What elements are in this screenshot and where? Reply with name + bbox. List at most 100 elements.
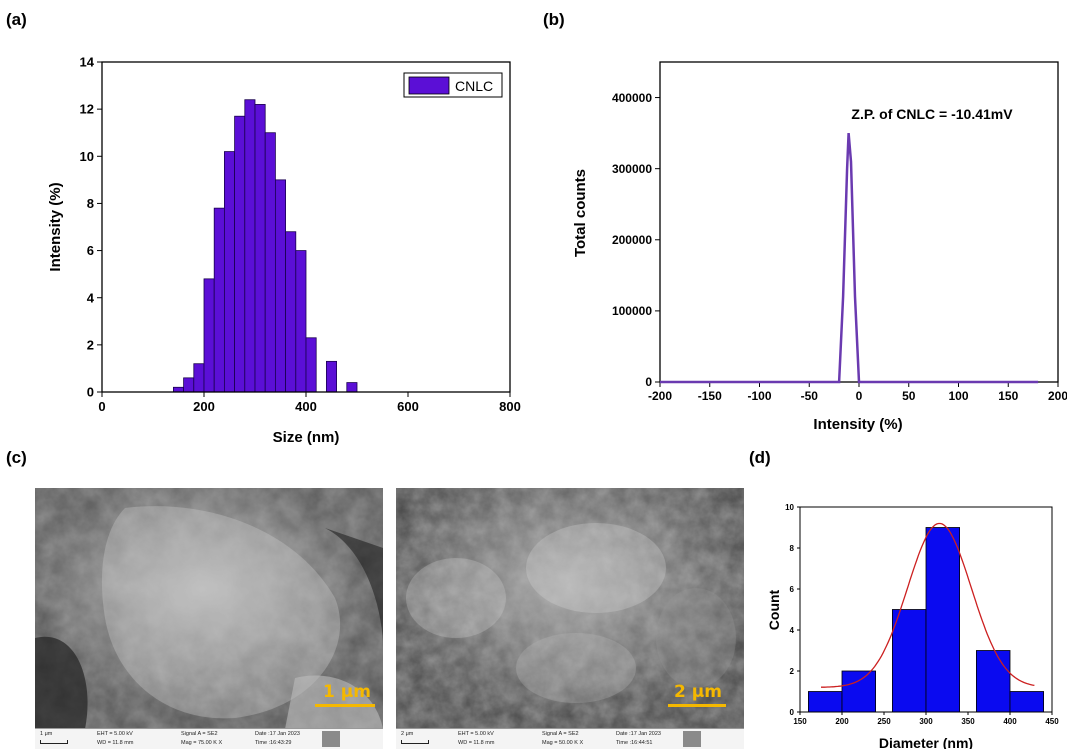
x-tick-label: 200	[193, 399, 215, 414]
scale-bar	[668, 704, 726, 707]
y-tick-label: 8	[87, 196, 94, 211]
x-tick-label: 0	[98, 399, 105, 414]
y-axis-ticks: 0 2 4 6 8 10	[785, 503, 800, 717]
panel-label-b: (b)	[543, 10, 565, 29]
size-bar	[295, 250, 307, 393]
y-tick-label: 0	[645, 375, 652, 389]
footer-mag: Mag = 75.00 K X	[181, 740, 223, 746]
y-axis-ticks: 0 100000 200000 300000 400000	[612, 91, 660, 389]
legend-label: CNLC	[455, 78, 493, 94]
sem-image-2: 2 μm 2 μm EHT = 5.00 kV WD = 11.8 mm Sig…	[396, 488, 744, 749]
scale-bar-label: 2 μm	[674, 682, 722, 702]
y-tick-label: 6	[87, 243, 94, 258]
diameter-bar	[808, 691, 843, 713]
x-tick-label: -200	[648, 389, 672, 403]
size-bar	[254, 104, 266, 393]
size-bar	[213, 207, 225, 393]
y-tick-label: 0	[790, 708, 795, 717]
footer-scale-bar	[401, 740, 429, 744]
y-axis-ticks: 0 2 4 6 8 10 12 14	[80, 55, 102, 400]
diameter-bar	[975, 650, 1011, 713]
y-tick-label: 200000	[612, 233, 652, 247]
y-tick-label: 8	[790, 544, 795, 553]
size-bar	[244, 99, 256, 393]
sem-info-bar: 2 μm EHT = 5.00 kV WD = 11.8 mm Signal A…	[396, 728, 744, 749]
y-axis-label: Total counts	[572, 169, 589, 257]
x-axis-label: Diameter (nm)	[879, 735, 973, 749]
x-tick-label: 300	[919, 717, 933, 726]
footer-eht: EHT = 5.00 kV	[458, 731, 494, 737]
sem-image-1: 1 μm 1 μm EHT = 5.00 kV WD = 11.8 mm Sig…	[35, 488, 383, 749]
x-axis-ticks: 150 200 250 300 350 400 450	[793, 712, 1059, 726]
x-tick-label: 350	[961, 717, 975, 726]
y-tick-label: 400000	[612, 91, 652, 105]
sem-micrograph-texture	[35, 488, 383, 729]
x-axis-label: Size (nm)	[273, 429, 340, 446]
x-tick-label: 200	[835, 717, 849, 726]
footer-time: Time :16:43:29	[255, 740, 292, 746]
x-tick-label: 0	[856, 389, 863, 403]
x-tick-label: -50	[801, 389, 819, 403]
panel-label-c: (c)	[6, 448, 27, 467]
y-tick-label: 2	[790, 667, 795, 676]
size-bar	[223, 151, 235, 393]
footer-mag: Mag = 50.00 K X	[542, 740, 584, 746]
x-tick-label: 100	[948, 389, 968, 403]
x-tick-label: 250	[877, 717, 891, 726]
size-bar	[183, 377, 195, 393]
size-bars	[172, 99, 358, 393]
x-tick-label: -150	[698, 389, 722, 403]
size-bar	[193, 363, 205, 393]
footer-eht: EHT = 5.00 kV	[97, 731, 133, 737]
size-bar	[264, 132, 276, 393]
scale-bar-label: 1 μm	[323, 682, 371, 702]
legend-swatch	[408, 76, 450, 95]
sem-info-bar: 1 μm EHT = 5.00 kV WD = 11.8 mm Signal A…	[35, 728, 383, 749]
y-axis-label: Intensity (%)	[47, 182, 64, 271]
x-tick-label: 150	[998, 389, 1018, 403]
size-bar	[203, 278, 215, 393]
footer-date: Date :17 Jan 2023	[616, 731, 661, 737]
panel-label-d: (d)	[749, 448, 771, 467]
y-tick-label: 4	[790, 626, 795, 635]
footer-signal: Signal A = SE2	[542, 731, 579, 737]
y-tick-label: 4	[87, 290, 95, 305]
y-axis-label: Count	[766, 589, 782, 630]
zeta-series-line	[660, 132, 1039, 384]
footer-time: Time :16:44:51	[616, 740, 653, 746]
x-tick-label: 200	[1048, 389, 1067, 403]
footer-wd: WD = 11.8 mm	[97, 740, 134, 746]
y-tick-label: 10	[785, 503, 794, 512]
size-bar	[346, 382, 358, 393]
zeta-annotation: Z.P. of CNLC = -10.41mV	[851, 106, 1013, 122]
size-bar	[285, 231, 297, 393]
panel-label-a: (a)	[6, 10, 27, 29]
scale-bar	[315, 704, 375, 707]
x-tick-label: 800	[499, 399, 521, 414]
diameter-bar	[841, 670, 876, 713]
x-tick-label: 150	[793, 717, 807, 726]
zeta-potential-chart: -200 -150 -100 -50 0 50 100 150 200 0 100000 20000…	[572, 61, 1067, 433]
diameter-histogram-chart: 150 200 250 300 350 400 450 0 2 4 6 8 10 Diameter (…	[766, 503, 1059, 749]
footer-wd: WD = 11.8 mm	[458, 740, 495, 746]
diameter-bars	[808, 527, 1044, 713]
size-bar	[234, 115, 246, 393]
x-axis-ticks: 0 200 400 600 800	[98, 392, 521, 414]
diameter-bar	[1009, 691, 1044, 713]
size-distribution-chart: 0 200 400 600 800 0 2 4 6 8 10 12 14 Size (nm) Inte…	[47, 55, 521, 446]
size-bar	[305, 337, 317, 393]
x-axis-label: Intensity (%)	[813, 416, 902, 433]
y-tick-label: 10	[80, 149, 94, 164]
sem-micrograph-texture	[396, 488, 744, 729]
gaussian-fit-curve	[821, 522, 1035, 688]
x-tick-label: 450	[1045, 717, 1059, 726]
legend: CNLC	[403, 72, 503, 98]
y-tick-label: 0	[87, 385, 94, 400]
y-tick-label: 2	[87, 337, 94, 352]
footer-scale-text: 1 μm	[40, 731, 53, 737]
x-tick-label: 600	[397, 399, 419, 414]
footer-date: Date :17 Jan 2023	[255, 731, 300, 737]
size-bar	[274, 179, 286, 393]
y-tick-label: 300000	[612, 162, 652, 176]
y-tick-label: 14	[80, 55, 95, 70]
